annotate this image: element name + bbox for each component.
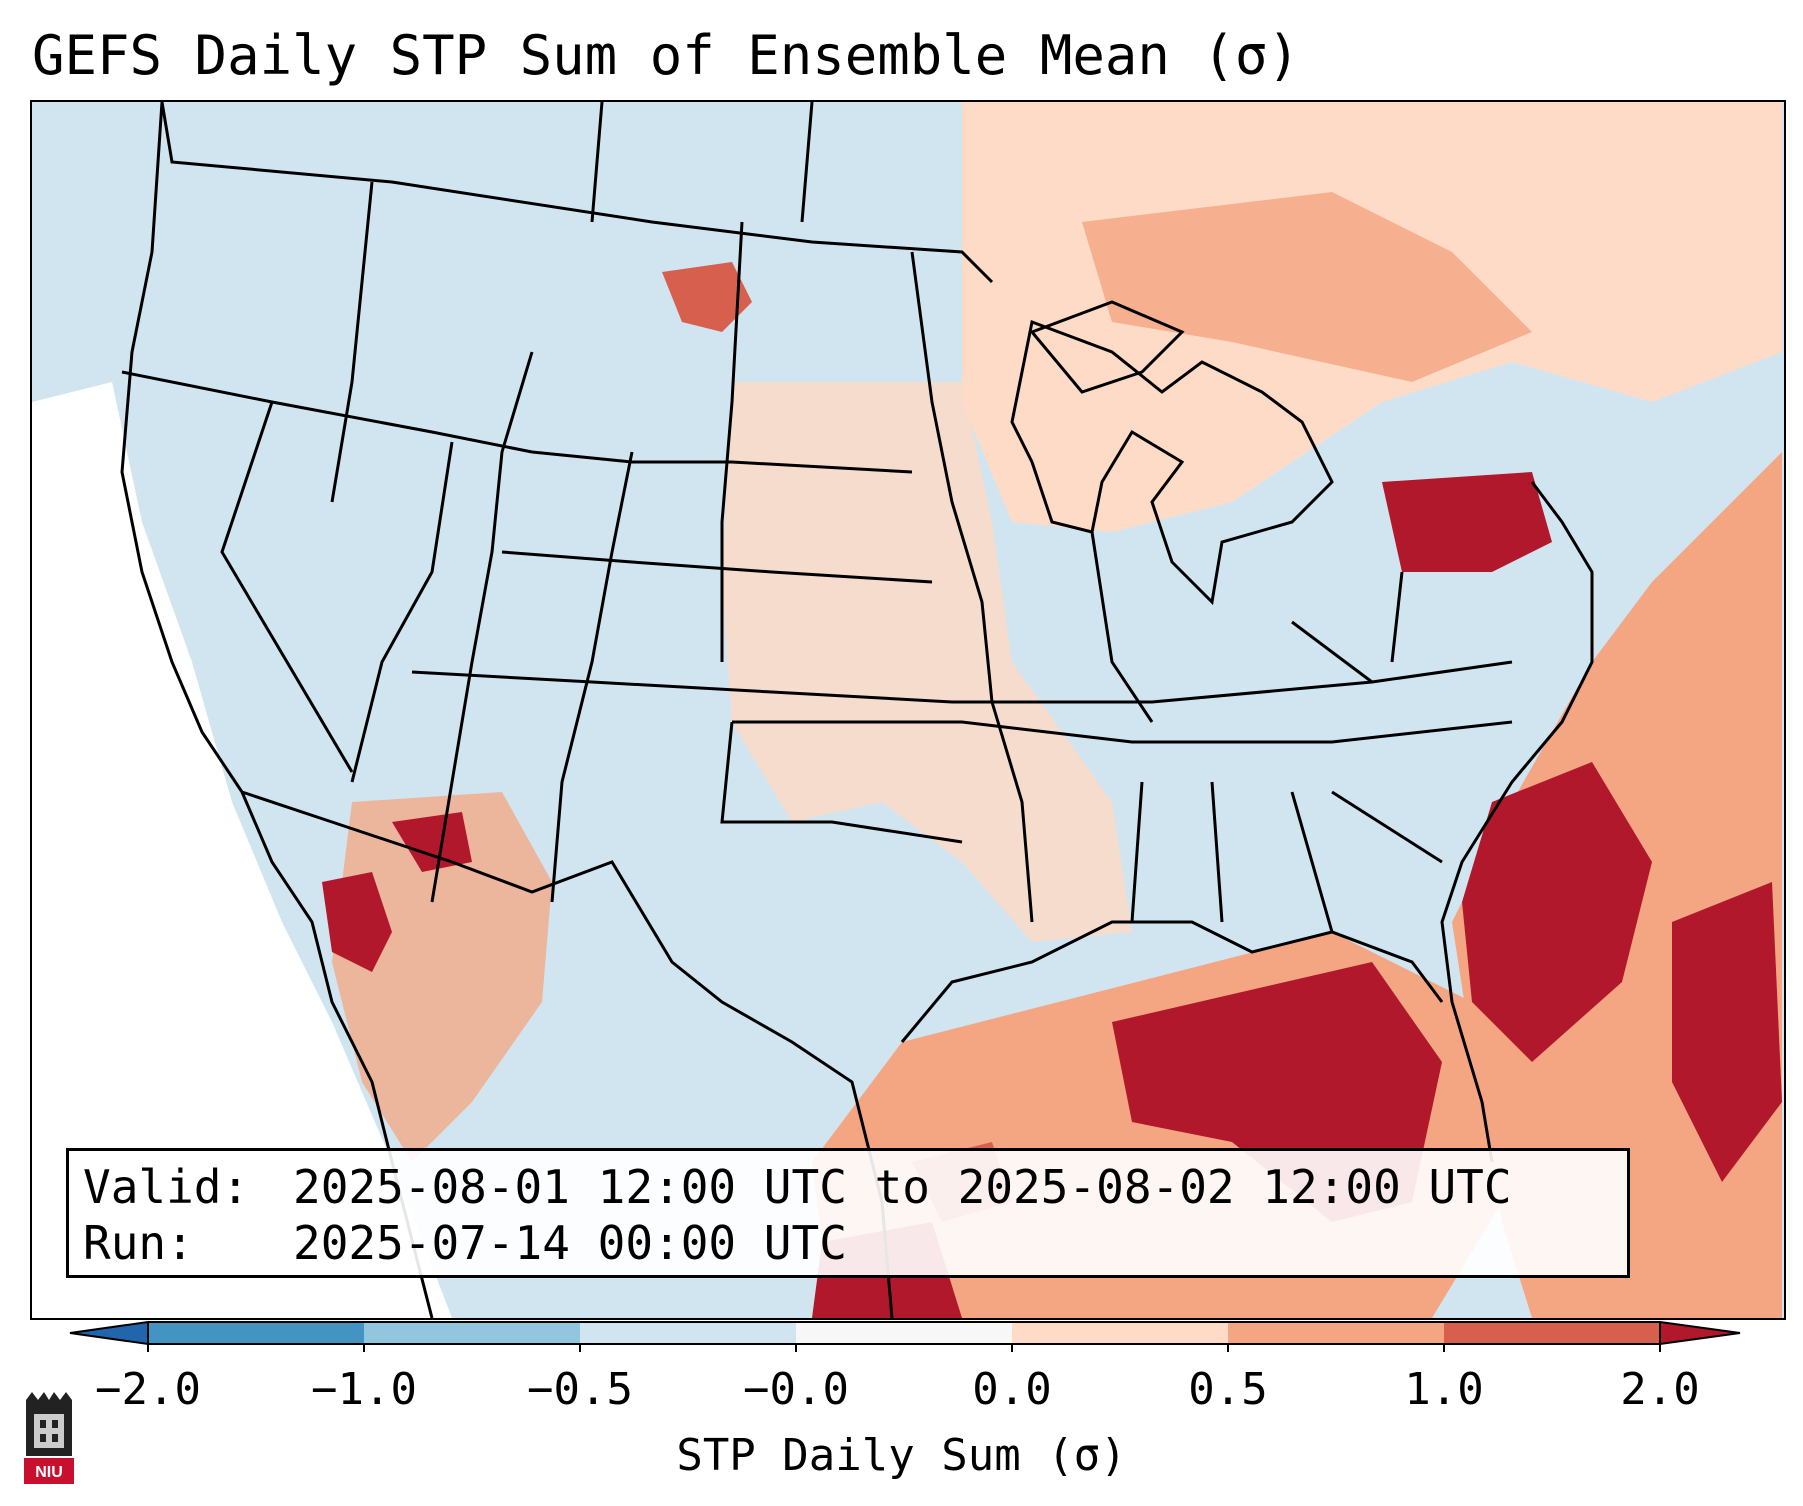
southeast-atlantic-hotspot [1462,762,1652,1062]
state-line-4 [350,441,454,783]
colorbar-tick: −0.0 [743,1364,849,1415]
run-label: Run: [83,1216,194,1270]
state-line-14 [720,721,963,844]
colorbar-segment [580,1322,796,1344]
info-box: Valid: 2025-08-01 12:00 UTC to 2025-08-02… [66,1148,1630,1278]
colorbar-extend-low [69,1320,149,1346]
arizona-hotspot [392,812,472,872]
colorbar-segment [148,1322,364,1344]
lake-superior [1029,300,1185,394]
run-row: Run: 2025-07-14 00:00 UTC [83,1215,1613,1271]
valid-row: Valid: 2025-08-01 12:00 UTC to 2025-08-02… [83,1159,1613,1215]
state-line-2 [121,370,533,454]
mexico-border [241,790,894,1318]
state-line-15 [910,251,1034,923]
state-line-18 [1210,781,1224,923]
colorbar-segment [1444,1322,1660,1344]
gulf-of-california-hotspot [322,872,392,972]
ontario-anomaly [1082,192,1532,382]
state-line-20 [1390,571,1404,663]
boundaries [120,102,1594,1318]
state-line-19 [1290,791,1334,933]
logo-text: NIU [35,1464,63,1481]
great-lakes-outline [1010,319,1334,606]
state-line-6 [550,451,634,903]
state-line-17 [1130,781,1144,923]
state-line-21 [1291,620,1373,684]
logo-badge [24,1458,74,1484]
state-line-11 [501,550,933,584]
map-panel[interactable] [30,100,1786,1320]
central-plains-anomaly [722,382,1132,942]
montana-hotspot [662,262,752,332]
gulf-coast [900,920,1444,1043]
west-coast [120,102,434,1318]
colorbar-tick: 0.0 [972,1364,1052,1415]
colorbar-tick: 2.0 [1620,1364,1700,1415]
colorbar-tick: 1.0 [1404,1364,1484,1415]
state-line-13 [732,720,1513,744]
colorbar-tick: −0.5 [527,1364,633,1415]
colorbar-tick: −1.0 [311,1364,417,1415]
pennsylvania-hotspot [1382,472,1552,572]
colorbar-segment [1228,1322,1444,1344]
colorbar-tick: −2.0 [95,1364,201,1415]
colorbar-segment [1012,1322,1228,1344]
map-canvas [32,102,1782,1318]
bahamas-hotspot [1672,882,1782,1182]
colorbar-label: STP Daily Sum (σ) [676,1430,1127,1481]
run-value: 2025-07-14 00:00 UTC [293,1216,847,1270]
chart-title: GEFS Daily STP Sum of Ensemble Mean (σ) [32,24,1300,87]
state-line-10 [531,450,913,474]
southwest-anomaly [332,792,552,1162]
niu-logo-icon: NIU [24,1392,74,1484]
state-line-5 [430,351,534,903]
colorbar-tick: 0.5 [1188,1364,1268,1415]
state-line-16 [1090,531,1154,723]
state-line-22 [1331,790,1443,864]
colorbar [69,1320,1741,1352]
colorbar-segment [796,1322,1012,1344]
state-line-1 [330,181,374,503]
colorbar-segment [364,1322,580,1344]
state-line-7 [590,102,604,223]
east-coast [1440,481,1594,1163]
colorbar-outline [147,1321,1661,1345]
state-line-8 [800,102,814,223]
state-line-3 [220,401,354,773]
colorbar-extend-high [1659,1320,1741,1346]
pacific-neutral-area [32,382,452,1318]
us-canada-border [160,102,994,284]
valid-label: Valid: [83,1160,250,1214]
valid-value: 2025-08-01 12:00 UTC to 2025-08-02 12:00… [293,1160,1512,1214]
